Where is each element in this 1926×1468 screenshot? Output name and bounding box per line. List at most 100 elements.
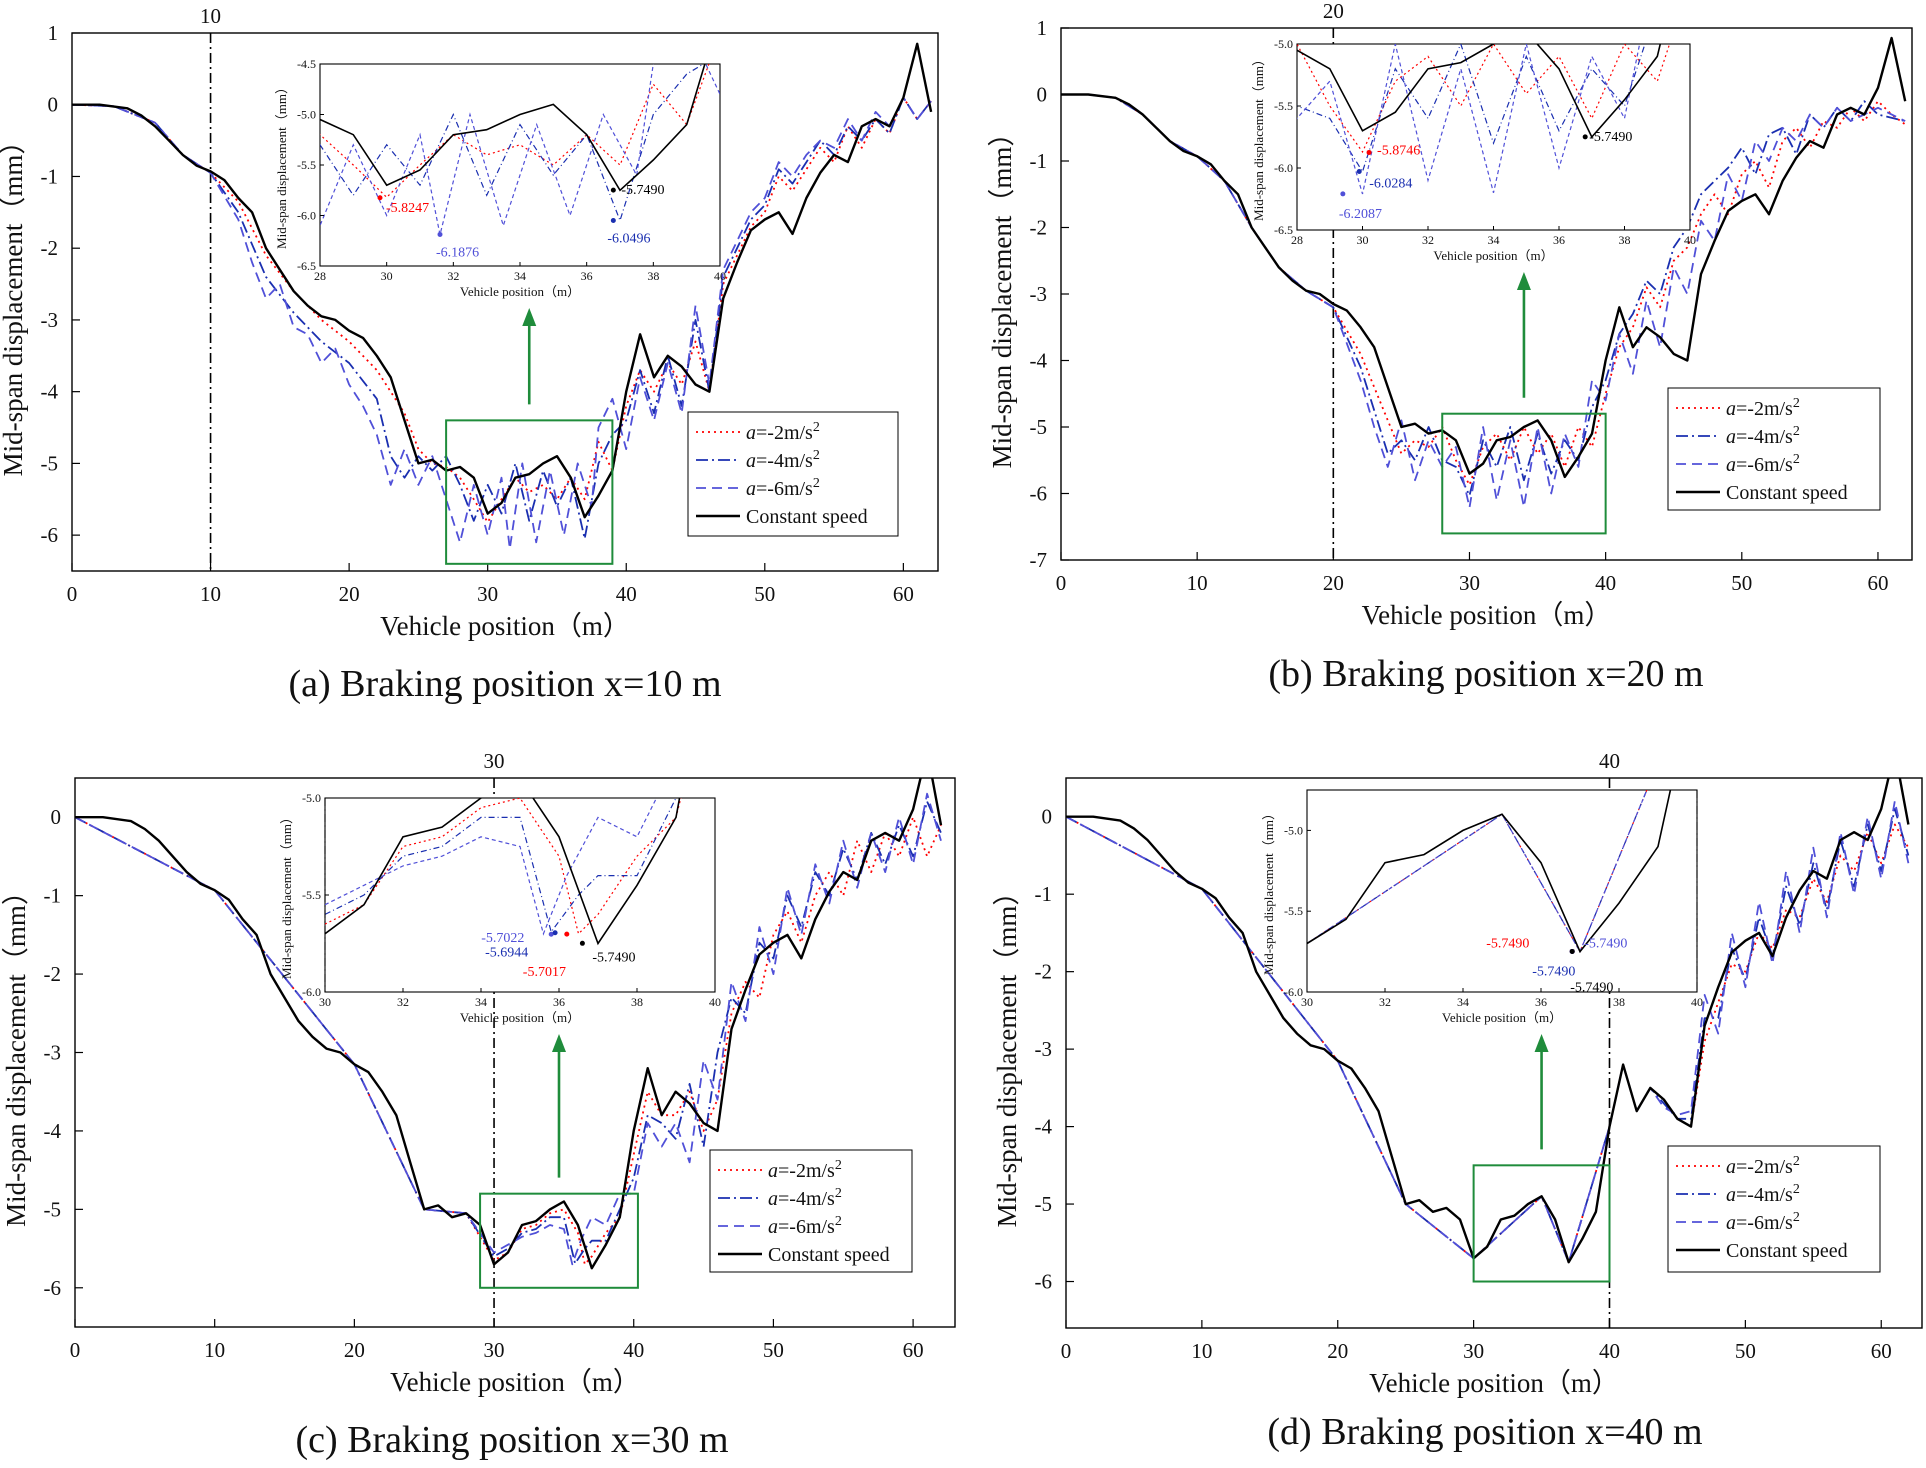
y-tick-label: -7 [1030,548,1048,572]
inset-min-marker [548,931,554,937]
inset-y-axis-title: Mid-span displacement（mm） [1261,807,1276,975]
series-line-3 [1061,93,1906,509]
panel-caption: (d) Braking position x=40 m [1267,1411,1702,1453]
y-tick-label: 1 [1037,16,1048,40]
series-line-4 [72,42,933,519]
y-tick-label: 0 [1042,805,1053,829]
x-axis-title: Vehicle position（m） [380,611,630,641]
inset-series-line-4 [1307,790,1672,954]
inset-min-marker [610,187,616,193]
inset-x-axis-title: Vehicle position（m） [460,1010,580,1025]
inset-min-annotation: -5.7490 [592,950,635,965]
inset-y-axis-title: Mid-span displacement（mm） [1251,53,1266,221]
y-tick-label: -1 [1035,882,1053,906]
legend-label: a=-6m/s2 [746,476,820,500]
x-tick-label: 30 [484,1338,505,1362]
series-line-4 [75,778,943,1270]
x-tick-label: 60 [893,582,914,606]
y-axis-title: Mid-span displacement（mm） [1,878,31,1227]
inset-x-tick-label: 30 [319,995,331,1009]
inset-x-tick-label: 30 [381,269,393,283]
inset-y-tick-label: -6.0 [1274,161,1293,175]
inset-x-tick-label: 40 [709,995,721,1009]
y-tick-label: -3 [44,1041,62,1065]
zoom-arrow-head [1534,1034,1549,1052]
inset-min-marker [1366,149,1372,155]
y-tick-label: -6 [1030,482,1048,506]
legend-label: a=-4m/s2 [1726,1182,1800,1206]
legend-label: a=-2m/s2 [1726,1154,1800,1178]
x-tick-label: 50 [763,1338,784,1362]
legend-label: Constant speed [1726,1240,1848,1262]
zoom-arrow-head [552,1034,566,1052]
inset-min-annotation: -5.7017 [523,965,566,980]
inset-min-annotation: -6.0284 [1369,177,1412,192]
y-tick-label: -4 [41,380,59,404]
inset-x-tick-label: 28 [314,269,326,283]
x-tick-label: 50 [1731,571,1752,595]
panel-caption: (b) Braking position x=20 m [1268,653,1703,695]
x-tick-label: 10 [204,1338,225,1362]
x-tick-label: 10 [200,582,221,606]
inset-series-line-3 [1307,790,1648,953]
zoom-box [1472,1164,1611,1283]
braking-position-label: 20 [1323,0,1344,23]
inset-x-axis-title: Vehicle position（m） [1442,1010,1562,1025]
inset-y-tick-label: -6.0 [297,209,316,223]
inset-x-tick-label: 32 [1422,233,1434,247]
x-tick-label: 20 [1323,571,1344,595]
y-tick-label: -2 [1035,960,1053,984]
inset-y-tick-label: -5.5 [297,158,316,172]
x-tick-label: 0 [67,582,78,606]
inset-series-line-3 [320,64,720,235]
x-tick-label: 20 [344,1338,365,1362]
series-line-3 [72,96,932,550]
x-tick-label: 60 [903,1338,924,1362]
inset-y-tick-label: -5.5 [1274,99,1293,113]
inset-x-tick-label: 40 [1691,995,1703,1009]
x-tick-label: 0 [1061,1339,1072,1363]
inset-y-tick-label: -6.5 [297,259,316,273]
inset-y-tick-label: -6.5 [1274,223,1293,237]
inset-x-tick-label: 34 [1488,233,1500,247]
legend-label: a=-4m/s2 [768,1186,842,1210]
x-axis-title: Vehicle position（m） [1362,600,1612,630]
braking-position-label: 10 [200,4,221,28]
x-tick-label: 30 [1459,571,1480,595]
x-tick-label: 0 [70,1338,81,1362]
inset-min-marker [579,940,585,946]
series-line-4 [1066,778,1910,1264]
inset-y-axis-title: Mid-span displacement（mm） [274,81,289,249]
y-tick-label: 0 [1037,83,1048,107]
zoom-arrow-head [522,308,537,326]
inset-min-marker [564,931,570,937]
y-tick-label: -6 [41,523,59,547]
x-tick-label: 60 [1871,1339,1892,1363]
series-line-1 [72,96,932,524]
inset-x-tick-label: 40 [1684,233,1696,247]
x-tick-label: 40 [616,582,637,606]
legend-label: Constant speed [1726,482,1848,504]
x-tick-label: 20 [339,582,360,606]
inset-min-marker [377,195,383,201]
x-axis-title: Vehicle position（m） [1369,1368,1619,1398]
inset-x-tick-label: 34 [1457,995,1469,1009]
zoom-box [1441,412,1607,535]
inset-x-tick-label: 36 [1535,995,1547,1009]
series-line-1 [75,816,942,1266]
x-tick-label: 30 [477,582,498,606]
chart-panel-3: 0 10 20 30 40 50 60 0 -1 -2 -3 -4 -5 -6 Vehicle positi… [1,749,956,1461]
inset-y-tick-label: -5.0 [297,108,316,122]
inset-min-annotation: -5.7490 [1570,980,1613,995]
x-tick-label: 0 [1056,571,1067,595]
inset-y-tick-label: -5.5 [1284,904,1303,918]
braking-position-label: 40 [1599,749,1620,773]
inset-x-tick-label: 34 [475,995,487,1009]
inset-x-tick-label: 36 [553,995,565,1009]
x-axis-title: Vehicle position（m） [390,1367,640,1397]
x-tick-label: 10 [1191,1339,1212,1363]
inset-frame [1306,789,1698,993]
series-line-2 [1066,808,1910,1264]
